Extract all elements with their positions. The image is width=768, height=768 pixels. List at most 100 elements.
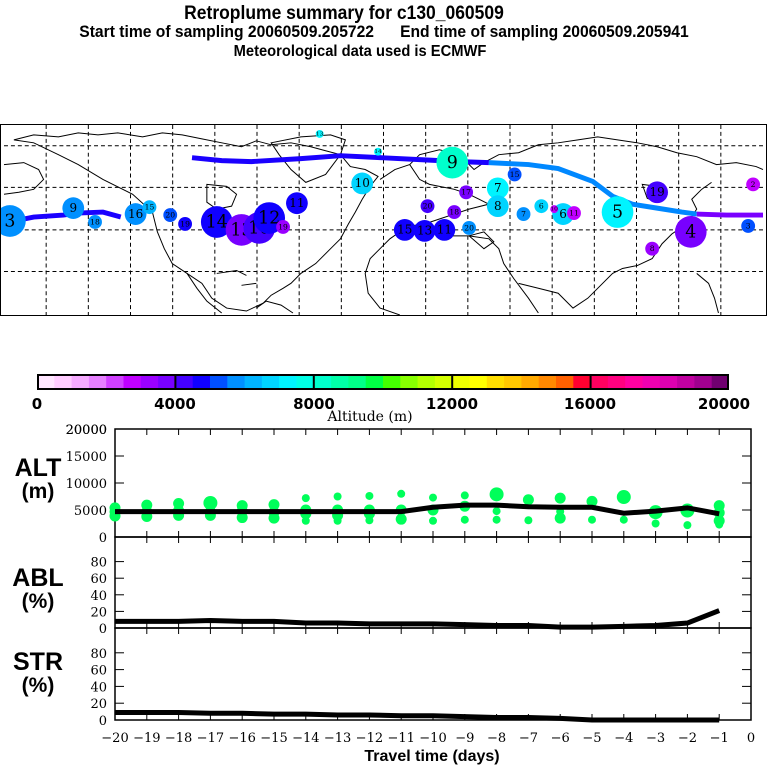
plot-title: Retroplume summary for c130_060509 <box>184 3 504 24</box>
alt-scatter-point <box>460 515 469 524</box>
colorbar-swatch <box>504 374 522 390</box>
south-asia-coast <box>518 181 712 309</box>
colorbar-tick-label: 4000 <box>154 395 196 413</box>
hudson-bay <box>206 183 238 210</box>
colorbar-swatch <box>642 374 661 390</box>
x-tick-label: −4 <box>614 731 633 746</box>
cluster-marker <box>486 177 509 200</box>
alt-scatter-point <box>333 492 342 501</box>
cluster-marker <box>534 199 549 214</box>
cluster-day-label: 10 <box>550 206 558 213</box>
x-tick-label: −15 <box>260 731 287 746</box>
cluster-marker <box>645 241 660 256</box>
colorbar-swatch <box>313 374 332 390</box>
cluster-day-label: 19 <box>180 219 190 228</box>
cluster-day-label: 11 <box>289 196 304 210</box>
colorbar-swatch <box>677 374 695 390</box>
colorbar-swatch <box>694 374 713 390</box>
particle-cluster: 6 <box>534 199 549 214</box>
colorbar-tick-label: 20000 <box>697 395 751 413</box>
particle-cluster: 15 <box>142 200 157 215</box>
colorbar-swatch <box>175 374 194 390</box>
cluster-day-label: 6 <box>559 207 567 221</box>
cluster-marker <box>88 215 102 229</box>
particle-cluster: 18 <box>88 215 102 229</box>
cluster-day-label: 4 <box>685 222 696 242</box>
cluster-marker <box>163 208 178 222</box>
alt-scatter-point <box>554 512 566 524</box>
alt-scatter-point <box>522 494 534 506</box>
particle-cluster: 2 <box>746 177 761 192</box>
trajectory-segment <box>696 211 764 218</box>
colorbar-swatch <box>538 374 557 390</box>
abl-label: ABL <box>12 564 64 592</box>
altitude-colorbar <box>37 374 729 390</box>
particle-cluster: 7 <box>516 207 531 221</box>
particle-cluster: 19 <box>178 217 193 231</box>
cluster-day-label: 3 <box>4 212 15 232</box>
cluster-marker <box>741 219 756 233</box>
x-tick-label: −18 <box>165 731 192 746</box>
particle-cluster: 20 <box>462 220 477 235</box>
x-tick-label: −13 <box>324 731 351 746</box>
x-tick-label: −20 <box>101 731 128 746</box>
alt-scatter-point <box>395 513 407 525</box>
particle-cluster: 10 <box>351 172 374 195</box>
particle-cluster: 17 <box>459 185 474 200</box>
cluster-day-label: 16 <box>128 207 143 221</box>
y-tick-label: 80 <box>90 556 107 571</box>
caspian-sea <box>468 231 495 250</box>
particle-cluster: 20 <box>163 208 178 222</box>
cluster-day-label: 20 <box>464 223 474 232</box>
cluster-marker <box>746 177 761 192</box>
abl-unit: (%) <box>21 590 55 613</box>
particle-cluster: 18 <box>447 205 462 220</box>
colorbar-swatch <box>469 374 488 390</box>
alt-scatter-point <box>429 516 437 525</box>
alt-scatter-point <box>333 516 342 525</box>
cluster-marker <box>674 216 707 248</box>
coastlines <box>3 132 764 315</box>
cluster-day-label: 11 <box>437 223 452 237</box>
particle-cluster: 10 <box>550 205 559 214</box>
x-tick-label: −16 <box>228 731 255 746</box>
cluster-marker <box>462 220 477 235</box>
colorbar-swatch <box>417 374 436 390</box>
alt-scatter-point <box>301 516 310 525</box>
particle-cluster: 3 <box>741 219 756 233</box>
cluster-marker <box>286 192 308 215</box>
x-tick-label: −5 <box>582 731 601 746</box>
africa-east-coast <box>429 231 539 314</box>
cluster-marker <box>550 205 559 214</box>
colorbar-swatch <box>227 374 246 390</box>
colorbar-swatch <box>434 374 453 390</box>
north-america-coast <box>13 132 379 312</box>
caribbean <box>216 269 257 286</box>
particle-cluster: 14 <box>374 147 382 156</box>
particle-cluster: 15 <box>393 219 416 241</box>
y-tick-label: 15000 <box>66 450 107 465</box>
particle-cluster: 13 <box>413 220 436 242</box>
colorbar-swatch <box>331 374 349 390</box>
x-tick-label: −17 <box>197 731 224 746</box>
colorbar-swatch <box>88 374 107 390</box>
colorbar-swatch <box>348 374 367 390</box>
x-tick-label: −11 <box>387 731 414 746</box>
colorbar-tick-label: 12000 <box>425 395 479 413</box>
y-tick-label: 5000 <box>74 504 107 519</box>
str-frame <box>114 627 752 721</box>
colorbar-swatch <box>244 374 263 390</box>
alt-unit: (m) <box>21 480 55 503</box>
particle-clusters: 3918161520191413161219111013149157876654… <box>1 129 761 256</box>
alt-scatter-point <box>588 515 596 524</box>
y-tick-label: 20000 <box>66 423 107 438</box>
y-tick-label: 20 <box>90 605 107 620</box>
retroplume-map: 3918161520191413161219111013149157876654… <box>0 124 767 316</box>
alt-mean-line <box>115 502 720 517</box>
colorbar-swatch <box>486 374 505 390</box>
cluster-day-label: 13 <box>316 130 324 137</box>
particle-cluster: 16 <box>124 203 147 225</box>
cluster-marker <box>601 196 634 228</box>
alt-scatter-point <box>301 494 310 503</box>
cluster-marker <box>436 146 469 179</box>
